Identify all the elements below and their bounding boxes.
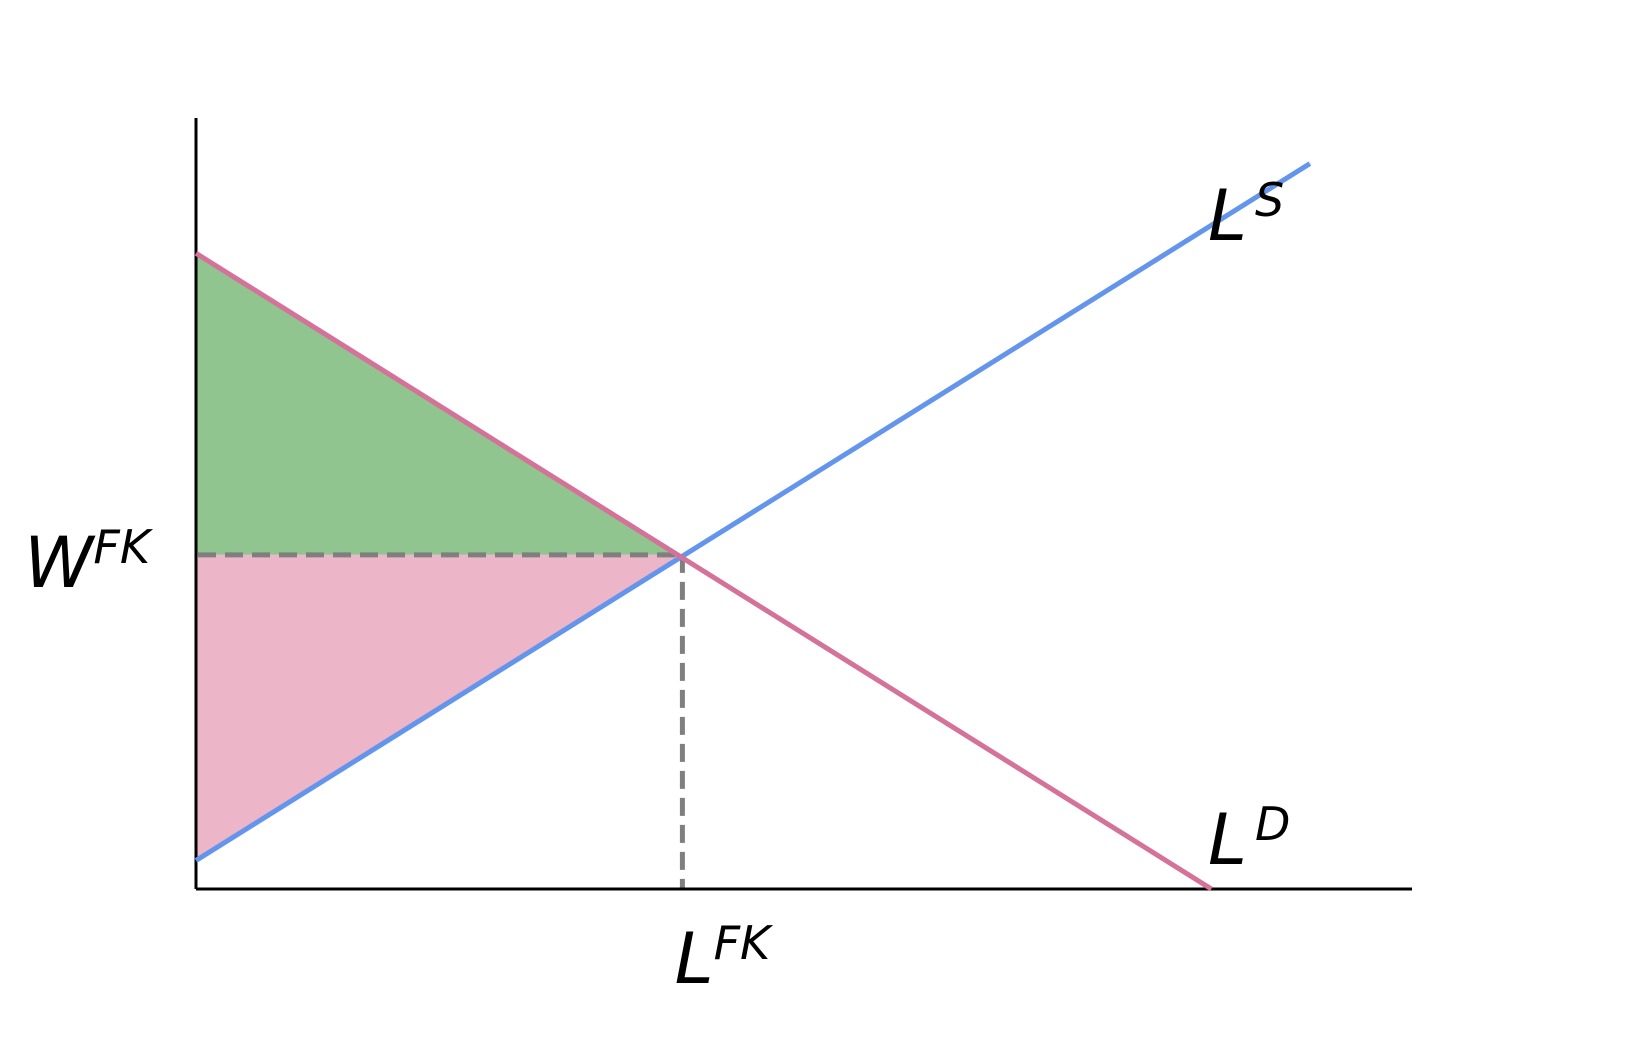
labor-equilibrium-label: LFK [675,916,774,1000]
equilibrium-guides [198,552,685,889]
demand-curve [194,251,1213,892]
supply-curve [194,161,1312,863]
wage-equilibrium-label: WFK [24,520,154,604]
curves [194,161,1312,892]
